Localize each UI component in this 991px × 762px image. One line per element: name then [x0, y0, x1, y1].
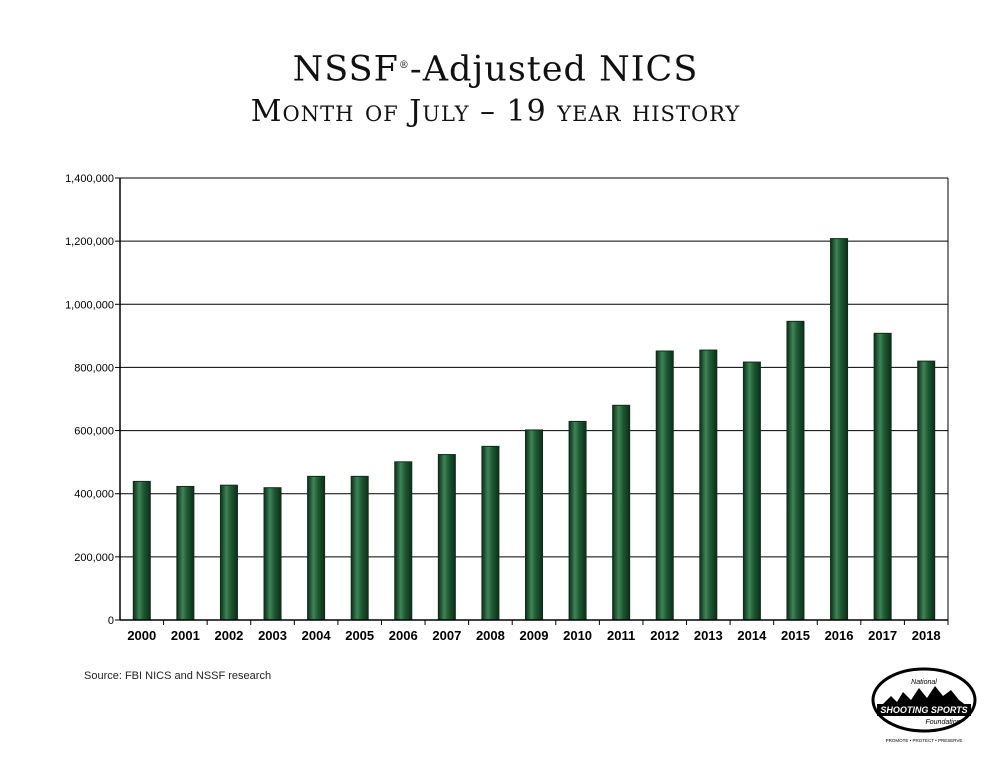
x-tick-label: 2013	[694, 628, 723, 643]
title-line-1: NSSF®-Adjusted NICS	[292, 49, 699, 90]
x-tick-label: 2006	[389, 628, 418, 643]
x-tick-label: 2002	[214, 628, 243, 643]
y-tick-label: 800,000	[74, 362, 114, 374]
bar-2004	[307, 475, 326, 621]
source-note: Source: FBI NICS and NSSF research	[84, 670, 272, 682]
bar-2008	[481, 445, 500, 621]
bar-2001	[176, 485, 195, 621]
x-tick-label: 2012	[650, 628, 679, 643]
tree-line-icon	[881, 686, 967, 706]
registered-mark: ®	[398, 60, 410, 71]
y-tick-label: 1,200,000	[65, 236, 114, 248]
y-tick-label: 200,000	[74, 552, 114, 564]
axes: 0 200,000 400,000 600,000 800,000 1,000,000 1,…	[65, 173, 949, 643]
x-tick-label: 2016	[825, 628, 854, 643]
y-tick-label: 1,000,000	[65, 299, 114, 311]
nssf-logo: National SHOOTING SPORTS Foundation PROM…	[871, 667, 977, 743]
bar-2010	[568, 420, 587, 621]
bar-2009	[525, 429, 543, 621]
bar-2012	[655, 350, 674, 621]
bar-2013	[699, 349, 718, 621]
x-tick-label: 2017	[868, 628, 897, 643]
bars	[132, 238, 936, 621]
x-tick-label: 2014	[737, 628, 767, 643]
bar-2017	[873, 332, 892, 621]
bar-2016	[830, 238, 849, 621]
bar-2005	[350, 475, 369, 621]
x-tick-label: 2007	[432, 628, 461, 643]
x-tick-label: 2003	[258, 628, 287, 643]
svg-text:SHOOTING SPORTS: SHOOTING SPORTS	[880, 705, 967, 715]
x-tick-label: 2009	[520, 628, 549, 643]
y-tick-label: 1,400,000	[65, 173, 114, 185]
svg-text:PROMOTE • PROTECT • PRESERVE: PROMOTE • PROTECT • PRESERVE	[886, 738, 963, 743]
x-tick-label: 2015	[781, 628, 810, 643]
x-tick-label: 2018	[912, 628, 941, 643]
svg-text:National: National	[911, 679, 937, 686]
svg-text:Foundation: Foundation	[925, 719, 960, 726]
bar-2015	[786, 320, 805, 621]
y-tick-label: 0	[108, 615, 114, 627]
x-tick-label: 2001	[171, 628, 200, 643]
x-tick-label: 2011	[607, 628, 635, 643]
x-tick-label: 2004	[302, 628, 332, 643]
bar-2000	[132, 480, 151, 621]
chart-title: NSSF®-Adjusted NICS Month of July – 19 y…	[0, 44, 991, 132]
x-tick-label: 2008	[476, 628, 505, 643]
bar-2011	[612, 404, 631, 621]
y-tick-label: 600,000	[74, 426, 114, 438]
x-tick-label: 2005	[345, 628, 374, 643]
bar-2018	[917, 360, 936, 621]
x-tick-label: 2000	[127, 628, 156, 643]
bar-2003	[263, 487, 282, 621]
bar-2014	[742, 361, 761, 621]
y-tick-label: 400,000	[74, 489, 114, 501]
bar-2007	[437, 454, 456, 621]
bar-2006	[394, 461, 413, 621]
x-tick-label: 2010	[563, 628, 592, 643]
title-line-2: Month of July – 19 year history	[250, 93, 741, 129]
bar-2002	[219, 484, 238, 621]
